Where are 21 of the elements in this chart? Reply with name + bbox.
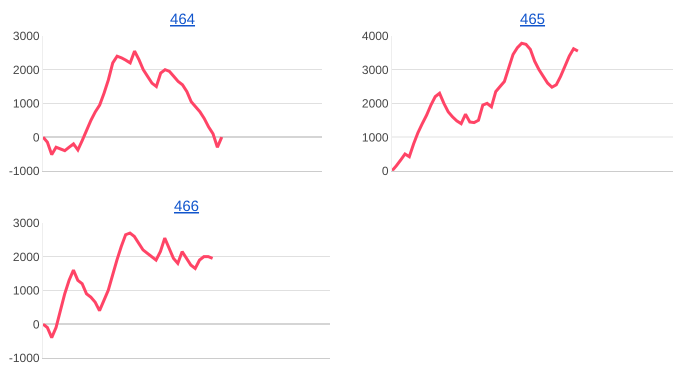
y-tick-label: 0: [32, 130, 40, 144]
y-tick-label: -1000: [8, 351, 40, 366]
y-tick-label: 0: [32, 317, 40, 332]
chart-title: 465: [520, 11, 546, 28]
line-series: [43, 232, 214, 340]
y-tick-label: 3000: [12, 29, 40, 44]
y-tick-label: 2000: [12, 250, 40, 264]
y-tick-label: 0: [382, 164, 389, 178]
y-tick-label: 1000: [12, 284, 40, 298]
chart-title: 466: [174, 198, 200, 215]
y-tick-label: 3000: [362, 62, 389, 77]
y-tick-label: 1000: [362, 130, 389, 144]
line-series: [43, 50, 224, 156]
y-tick-label: 4000: [362, 29, 389, 44]
y-tick-label: 2000: [362, 96, 389, 111]
chart-title: 464: [170, 11, 196, 28]
y-tick-label: 3000: [12, 216, 40, 230]
line-series: [392, 42, 580, 171]
y-tick-label: -1000: [8, 164, 40, 178]
y-tick-label: 2000: [12, 62, 40, 77]
y-tick-label: 1000: [12, 96, 40, 111]
